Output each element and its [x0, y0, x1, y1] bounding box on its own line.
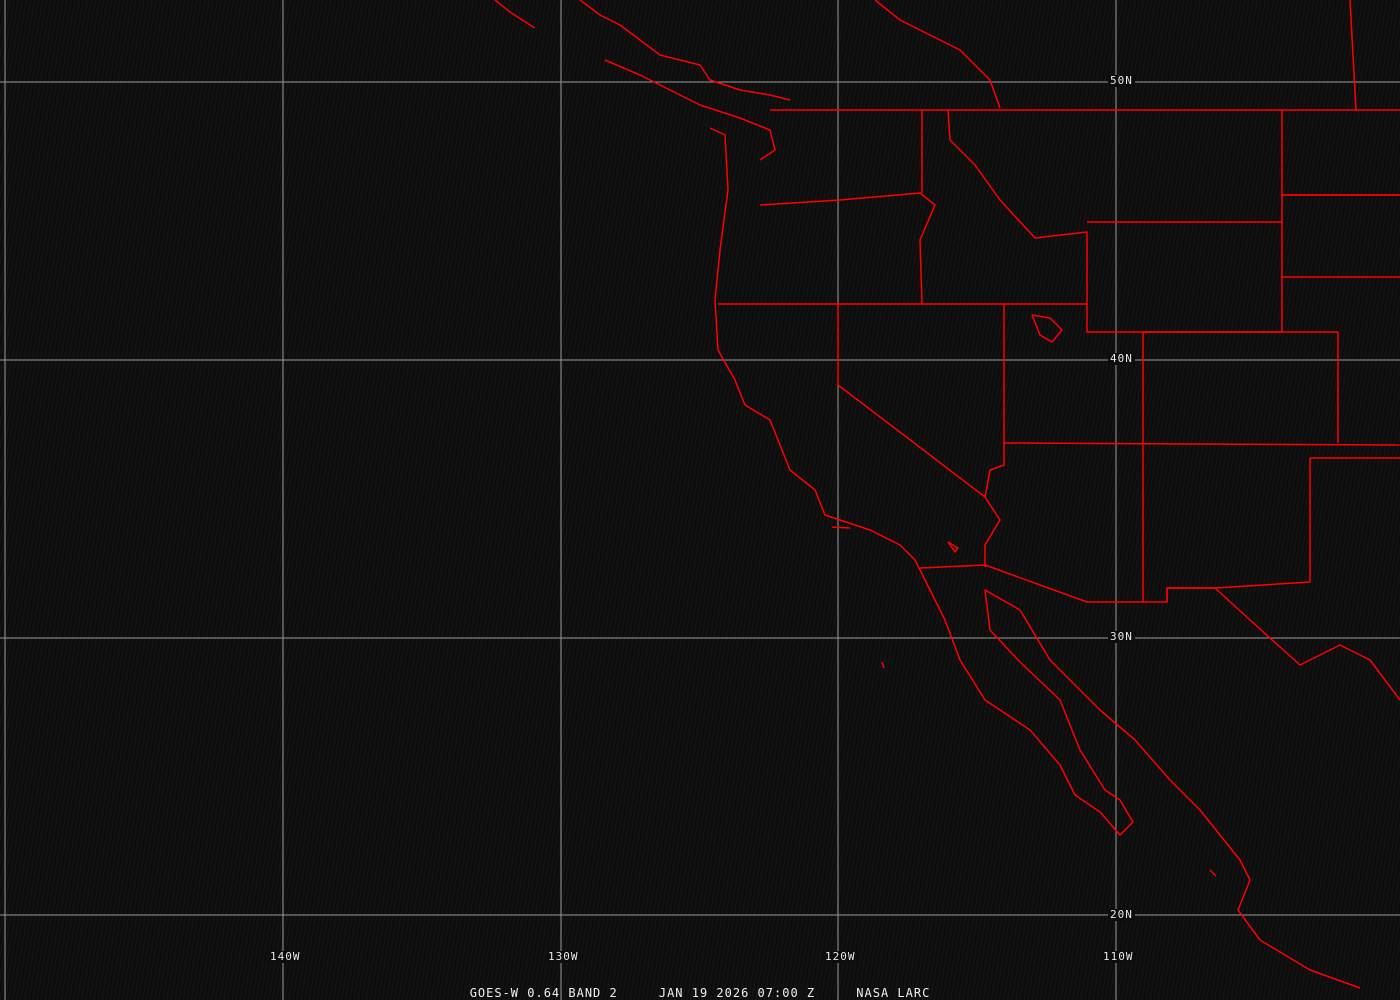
baja-islands — [881, 661, 885, 669]
lat-label-20n: 20N — [1108, 908, 1135, 921]
us-mexico-border — [919, 564, 1400, 701]
nm-east-path — [1166, 458, 1311, 602]
pacific-coastline — [494, 0, 536, 29]
dakotas-lines — [1282, 194, 1400, 278]
small-islands — [1209, 869, 1217, 877]
ca-nv-border — [837, 304, 1001, 567]
caption-satellite: GOES-W 0.64 BAND 2 — [469, 986, 618, 1000]
west-coastline — [709, 127, 1361, 989]
lat-label-40n: 40N — [1108, 352, 1135, 365]
salton-sea — [947, 541, 959, 553]
lon-label-140w: 140W — [268, 950, 303, 963]
lon-label-130w: 130W — [546, 950, 581, 963]
image-caption: GOES-W 0.64 BAND 2 JAN 19 2026 07:00 Z N… — [0, 986, 1400, 1000]
bc-coastline — [579, 0, 791, 101]
canada-interior — [874, 0, 1001, 109]
channel-islands — [831, 526, 851, 529]
caption-datetime: JAN 19 2026 07:00 Z — [658, 986, 816, 1000]
lat-label-50n: 50N — [1108, 74, 1135, 87]
lon-label-120w: 120W — [823, 950, 858, 963]
vancouver-island — [604, 59, 776, 161]
wa-or-border — [759, 192, 936, 305]
caption-source: NASA LARC — [856, 986, 931, 1000]
political-boundaries — [494, 0, 1400, 989]
nv-ut-border — [984, 304, 1005, 498]
lat-label-30n: 30N — [1108, 630, 1135, 643]
id-mt-border — [947, 109, 1088, 304]
great-salt-lake — [1031, 314, 1063, 343]
lon-label-110w: 110W — [1101, 950, 1136, 963]
co-north-east — [1143, 331, 1339, 443]
four-corners-line — [1003, 442, 1400, 446]
mt-canada-east — [1349, 0, 1357, 111]
